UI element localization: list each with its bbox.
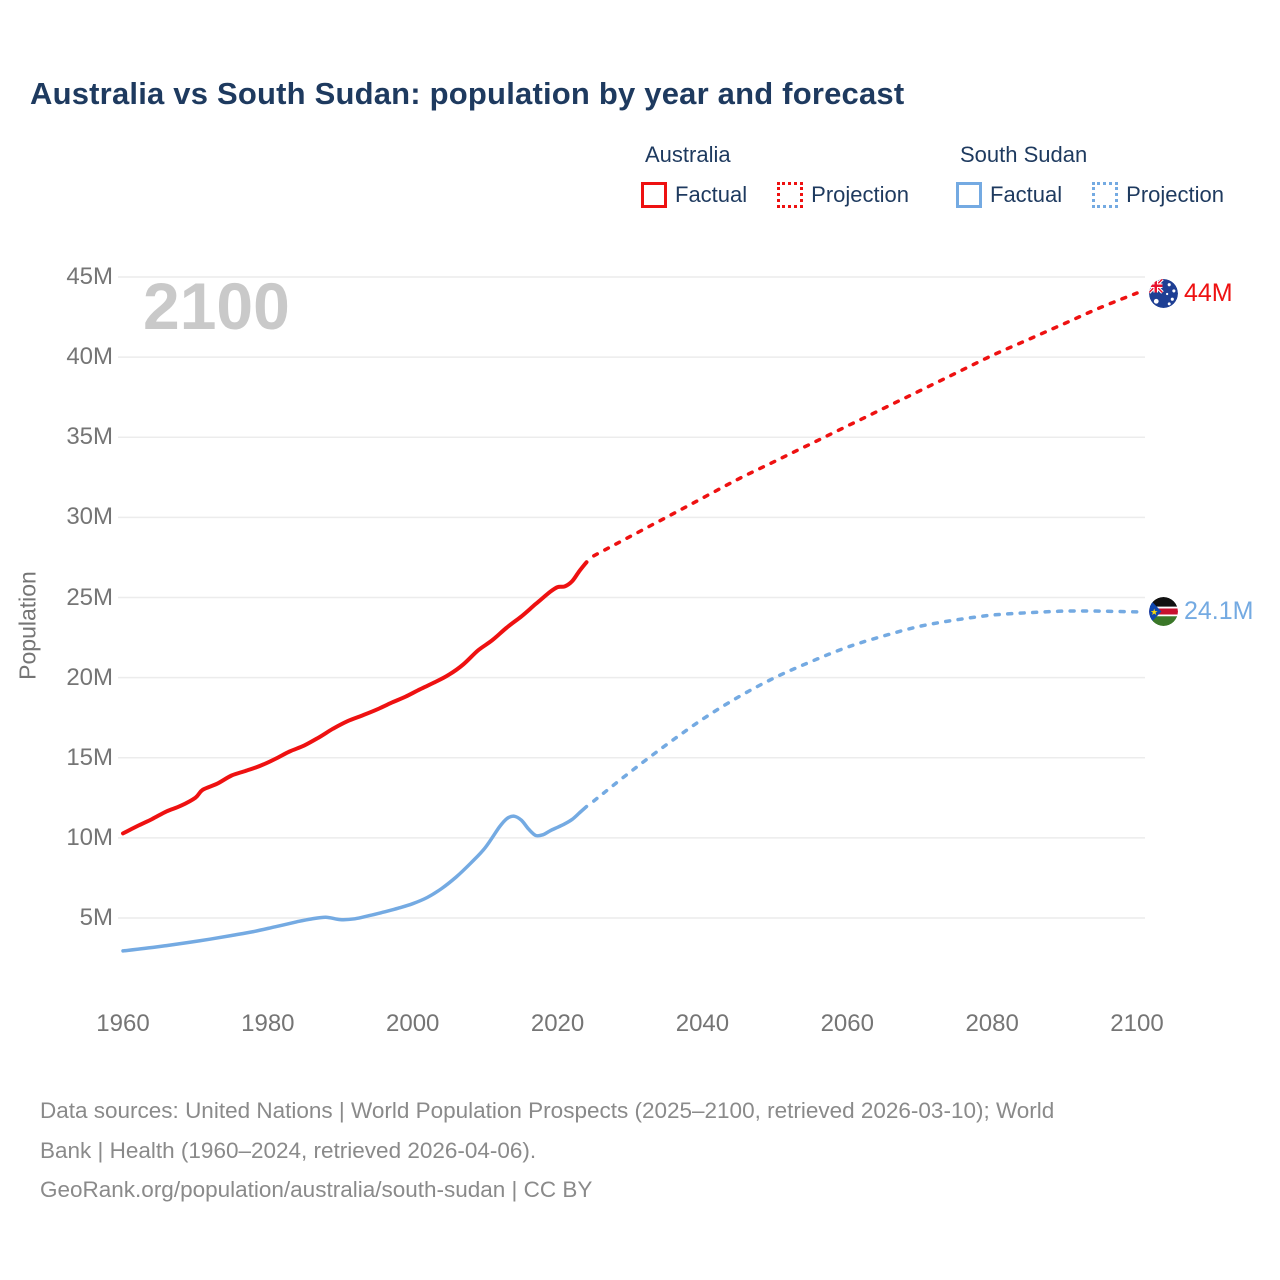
page-title: Australia vs South Sudan: population by … — [30, 76, 905, 111]
legend-swatch-solid-blue-icon — [956, 182, 982, 208]
end-label-south-sudan: ★ 24.1M — [1149, 597, 1254, 627]
svg-text:★: ★ — [1150, 608, 1158, 618]
x-axis-tick: 1960 — [96, 1010, 150, 1037]
legend-group-australia: Australia Factual Projection — [641, 142, 909, 208]
series-line-south-sudan-projection — [592, 609, 1139, 803]
legend-item-australia-projection: Projection — [777, 182, 909, 208]
end-value-australia: 44M — [1184, 278, 1233, 307]
series-line-australia-factual — [121, 560, 589, 836]
legend-heading-australia: Australia — [645, 142, 731, 167]
end-value-south-sudan: 24.1M — [1184, 597, 1254, 626]
y-axis-tick: 45M — [66, 263, 113, 290]
footer-line-1: Data sources: United Nations | World Pop… — [40, 1098, 1055, 1123]
end-label-australia: 44M — [1149, 278, 1233, 308]
y-axis-tick: 40M — [66, 343, 113, 371]
legend-item-australia-factual: Factual — [641, 182, 747, 208]
y-axis-tick: 15M — [66, 743, 113, 771]
watermark-year: 2100 — [143, 269, 290, 343]
data-sources-footer: Data sources: United Nations | World Pop… — [40, 1091, 1220, 1210]
legend-item-south-sudan-factual: Factual — [956, 182, 1062, 208]
x-axis-tick: 2100 — [1110, 1010, 1164, 1037]
footer-attribution-link: GeoRank.org/population/australia/south-s… — [40, 1177, 593, 1202]
y-axis-tick: 20M — [66, 663, 113, 691]
footer-line-2: Bank | Health (1960–2024, retrieved 2026… — [40, 1137, 537, 1163]
south-sudan-flag-icon: ★ — [1149, 597, 1178, 627]
legend-row: Factual Projection — [641, 182, 909, 208]
legend-group-south-sudan: South Sudan Factual Projection — [956, 142, 1224, 208]
australia-flag-icon — [1149, 278, 1178, 308]
x-axis-tick: 2020 — [530, 1010, 585, 1037]
y-axis-tick: 25M — [66, 583, 113, 611]
x-axis-tick: 1980 — [241, 1010, 295, 1037]
legend-row: Factual Projection — [956, 182, 1224, 208]
x-axis-tick: 2060 — [820, 1010, 874, 1037]
legend-swatch-solid-red-icon — [641, 182, 667, 208]
legend-label: Factual — [675, 182, 748, 207]
legend-label: Projection — [1126, 182, 1224, 207]
y-axis-tick: 5M — [79, 904, 113, 931]
legend-label: Projection — [811, 182, 909, 207]
y-axis-tick: 30M — [66, 503, 113, 531]
x-axis-tick: 2040 — [675, 1010, 730, 1037]
legend-label: Factual — [990, 182, 1063, 207]
y-axis-tick: 35M — [66, 423, 113, 451]
legend-swatch-dotted-red-icon — [777, 182, 804, 208]
series-line-australia-projection — [592, 291, 1139, 558]
series-line-south-sudan-factual — [121, 804, 589, 953]
legend-swatch-dotted-blue-icon — [1092, 182, 1119, 208]
y-axis-tick: 10M — [66, 823, 113, 851]
legend-heading-south-sudan: South Sudan — [960, 142, 1088, 167]
x-axis-tick: 2080 — [965, 1010, 1019, 1037]
legend-item-south-sudan-projection: Projection — [1092, 182, 1224, 208]
x-axis-tick: 2000 — [386, 1010, 440, 1037]
